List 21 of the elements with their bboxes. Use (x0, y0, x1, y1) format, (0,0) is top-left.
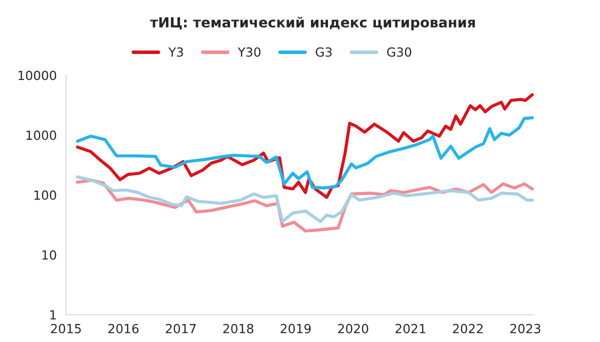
x-tick-label: 2020 (338, 324, 368, 334)
x-tick-label: 2021 (396, 324, 426, 334)
legend-label: Y30 (238, 47, 260, 57)
legend-label: G3 (316, 47, 332, 57)
x-tick-label: 2019 (280, 324, 311, 334)
chart-title: тИЦ: тематический индекс цитирования (150, 16, 475, 30)
line-series (76, 116, 534, 190)
x-tick-label: 2015 (51, 324, 81, 334)
x-tick-label: 2022 (452, 324, 483, 334)
x-tick-label: 2017 (166, 324, 196, 334)
line-series (76, 175, 534, 224)
x-tick-label: 2018 (223, 324, 254, 334)
y-tick-label: 1000 (26, 130, 56, 140)
legend-label: G30 (387, 47, 412, 57)
y-tick-label: 10 (42, 250, 56, 260)
y-tick-label: 10000 (18, 70, 56, 80)
y-tick-label: 1 (50, 310, 56, 320)
x-tick-label: 2023 (510, 324, 540, 334)
legend-label: Y3 (168, 47, 183, 57)
y-tick-label: 100 (34, 190, 56, 200)
x-tick-label: 2016 (108, 324, 139, 334)
